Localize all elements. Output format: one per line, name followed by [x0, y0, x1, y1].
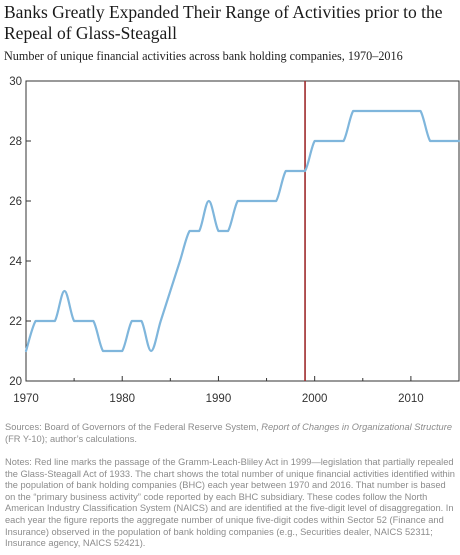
y-tick-label: 22	[9, 316, 22, 328]
x-tick-label: 2010	[398, 393, 424, 405]
y-tick-label: 30	[9, 76, 22, 88]
sources-suffix: (FR Y-10); author’s calculations.	[5, 433, 137, 444]
sources-report-title: Report of Changes in Organizational Stru…	[261, 422, 452, 432]
line-chart: 20 22 24 26 28 30 1970 1980 1990 2000 2010	[9, 76, 460, 405]
chart-subtitle: Number of unique financial activities ac…	[4, 49, 403, 63]
x-tick-label: 2000	[302, 393, 328, 405]
x-tick-label: 1980	[109, 393, 135, 405]
y-tick-label: 26	[9, 196, 22, 208]
sources-prefix: Sources: Board of Governors of the Feder…	[5, 422, 262, 432]
x-tick-label: 1970	[13, 393, 39, 405]
y-tick-label: 24	[9, 256, 22, 268]
y-tick-label: 20	[9, 376, 22, 388]
x-tick-label: 1990	[206, 393, 232, 405]
plot-frame	[25, 80, 460, 382]
chart-title: Banks Greatly Expanded Their Range of Ac…	[4, 2, 443, 43]
sources-note: Sources: Board of Governors of the Feder…	[5, 422, 457, 445]
y-tick-label: 28	[9, 136, 22, 148]
series-line	[24, 109, 460, 353]
chart-notes: Notes: Red line marks the passage of the…	[5, 457, 455, 549]
